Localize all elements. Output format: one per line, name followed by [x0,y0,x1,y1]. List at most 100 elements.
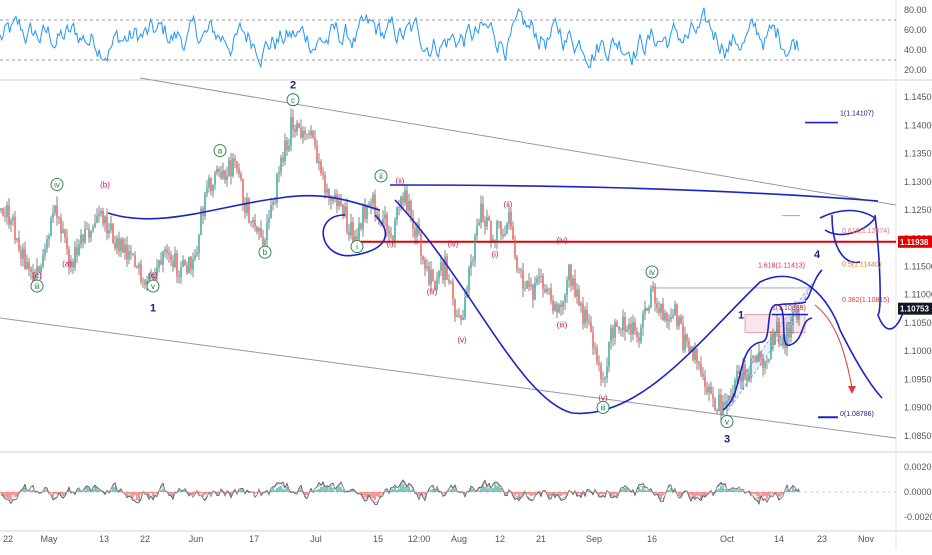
fib-box [744,314,806,333]
candle-body [792,312,794,326]
momentum-bar [282,488,284,492]
wave-label: 2 [290,80,296,92]
momentum-bar [84,490,86,492]
candle-body [738,371,740,374]
momentum-bar [622,489,624,492]
candle-body [192,259,194,270]
candle-body [552,300,554,311]
momentum-bar [68,488,70,492]
forecast-curve [322,214,387,257]
candle-body [246,198,248,213]
candle-body [618,326,620,330]
forecast-curve [394,199,883,415]
candle-body [570,264,572,287]
time-tick-label: 16 [647,534,657,544]
momentum-bar [758,492,760,499]
time-tick-label: 23 [817,534,827,544]
candle-body [360,223,362,230]
fib-label: 0(1.08786) [840,411,874,418]
candle-body [598,362,600,365]
momentum-bar [310,490,312,492]
candle-body [724,401,726,407]
wave-label: b [263,248,268,257]
candle-body [628,324,630,330]
momentum-bar [684,491,686,493]
candle-body [184,260,186,266]
momentum-bar [632,491,634,492]
candle-body [218,168,220,172]
momentum-bar [168,492,170,494]
momentum-bar [442,492,444,494]
candle-body [460,315,462,321]
candle-body [600,364,602,379]
momentum-bar [692,492,694,496]
candle-body [590,322,592,333]
momentum-bar [678,492,680,496]
candle-body [396,207,398,220]
momentum-bar [118,491,120,493]
momentum-bar [270,489,272,492]
momentum-bar [240,489,242,492]
momentum-bar [536,492,538,493]
candle-body [316,145,318,164]
momentum-bar [140,492,142,495]
momentum-bar [452,488,454,492]
price-tick-label: 1.12500 [904,205,932,215]
momentum-bar [24,487,26,492]
wave-label-circle [350,240,364,254]
candle-body [52,212,54,219]
momentum-bar [82,491,84,492]
candle-body [774,332,776,345]
momentum-bar [496,485,498,492]
candle-body [56,205,58,218]
candle-body [32,271,34,284]
candle-body [210,178,212,192]
candle-body [482,203,484,222]
momentum-bar [10,492,12,500]
candle-body [426,266,428,269]
candle-body [780,344,782,346]
candle-body [274,202,276,203]
momentum-bar [690,492,692,496]
candle-body [162,251,164,265]
candle-body [790,325,792,338]
candle-body [330,196,332,201]
candle-body [578,289,580,306]
candle-body [612,327,614,338]
candle-body [212,184,214,192]
momentum-signal-line [0,480,800,504]
candle-body [78,244,80,255]
momentum-bar [698,492,700,496]
candle-body [464,297,466,318]
momentum-bar [422,492,424,494]
candle-body [438,270,440,279]
candle-body [718,394,720,412]
candle-body [26,261,28,269]
candle-body [298,123,300,129]
fib-label: 0.5(1.11440) [842,262,881,269]
momentum-bar [738,489,740,492]
candle-body [14,216,16,240]
forecast-curve [107,194,381,220]
candle-body [204,193,206,217]
wave-label-circle [50,178,64,191]
forecast-curve [722,304,813,411]
momentum-bar [450,489,452,492]
momentum-bar [626,488,628,492]
momentum-bar [180,490,182,492]
candle-body [98,214,100,216]
candle-body [444,256,446,281]
momentum-bar [700,492,702,499]
momentum-bar [346,491,348,493]
momentum-bar [588,491,590,492]
momentum-bar [518,492,520,499]
candle-body [16,238,18,240]
candle-body [532,285,534,300]
momentum-bar [418,492,420,496]
candle-body [346,206,348,232]
price-tick-label: 1.14000 [904,120,932,130]
momentum-bar [506,492,508,495]
channel-upper-line [139,77,897,206]
candle-body [680,316,682,324]
candle-body [646,307,648,311]
